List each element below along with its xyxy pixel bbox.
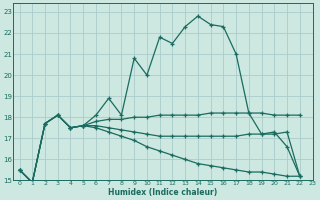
X-axis label: Humidex (Indice chaleur): Humidex (Indice chaleur): [108, 188, 218, 197]
